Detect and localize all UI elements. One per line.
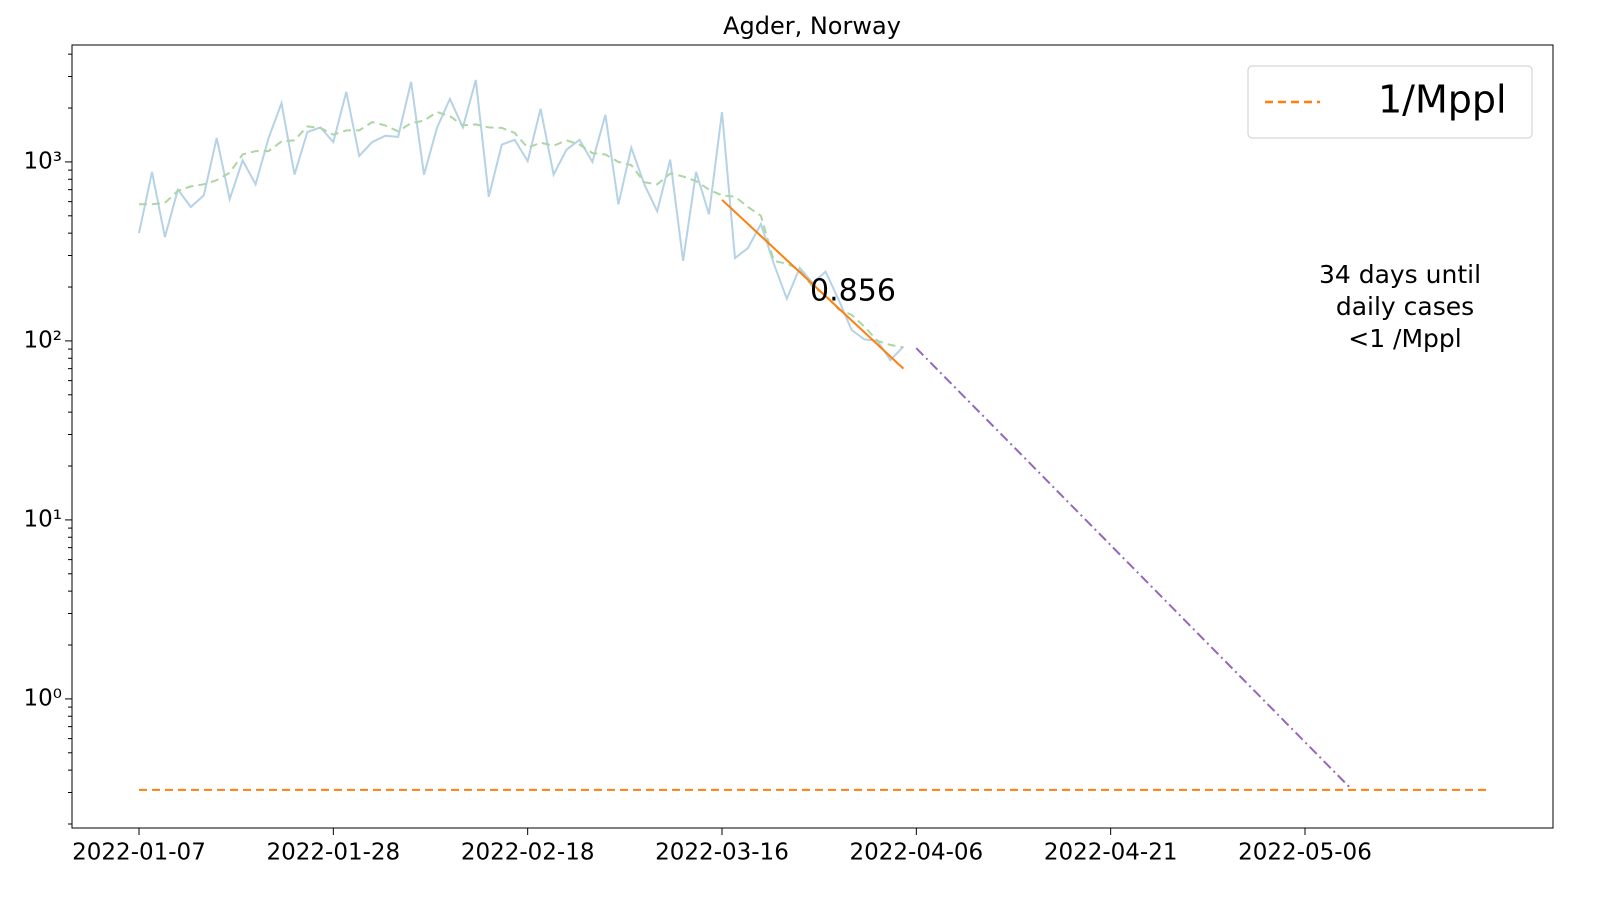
y-tick-label: 10³: [24, 148, 63, 174]
plot-area: [138, 79, 1488, 791]
axes-frame: [71, 44, 1554, 829]
legend-label: 1/Mppl: [1378, 78, 1507, 122]
slope-annotation: 0.856: [810, 274, 896, 309]
series-line: [138, 79, 905, 362]
x-tick-label: 2022-04-06: [849, 840, 983, 866]
y-tick-label: 10¹: [24, 506, 63, 532]
x-tick-label: 2022-05-06: [1238, 840, 1372, 866]
legend-box: [1247, 65, 1533, 139]
x-tick-label: 2022-01-07: [72, 840, 206, 866]
series-line: [915, 347, 1353, 791]
chart-title: Agder, Norway: [723, 12, 901, 40]
y-tick-label: 10²: [24, 327, 63, 353]
x-tick-label: 2022-02-18: [461, 840, 595, 866]
series-line: [139, 110, 904, 349]
legend: 1/Mppl: [1247, 65, 1533, 139]
x-tick-label: 2022-04-21: [1044, 840, 1178, 866]
x-tick-label: 2022-01-28: [266, 840, 400, 866]
annotation-line: <1 /Mppl: [1348, 324, 1461, 353]
x-tick-label: 2022-03-16: [655, 840, 789, 866]
projection-annotation: 34 days until daily cases <1 /Mppl: [1319, 260, 1481, 353]
annotation-line: daily cases: [1336, 292, 1474, 321]
y-tick-label: 10⁰: [24, 685, 63, 711]
annotation-line: 34 days until: [1319, 260, 1481, 289]
series-line: [721, 199, 905, 370]
